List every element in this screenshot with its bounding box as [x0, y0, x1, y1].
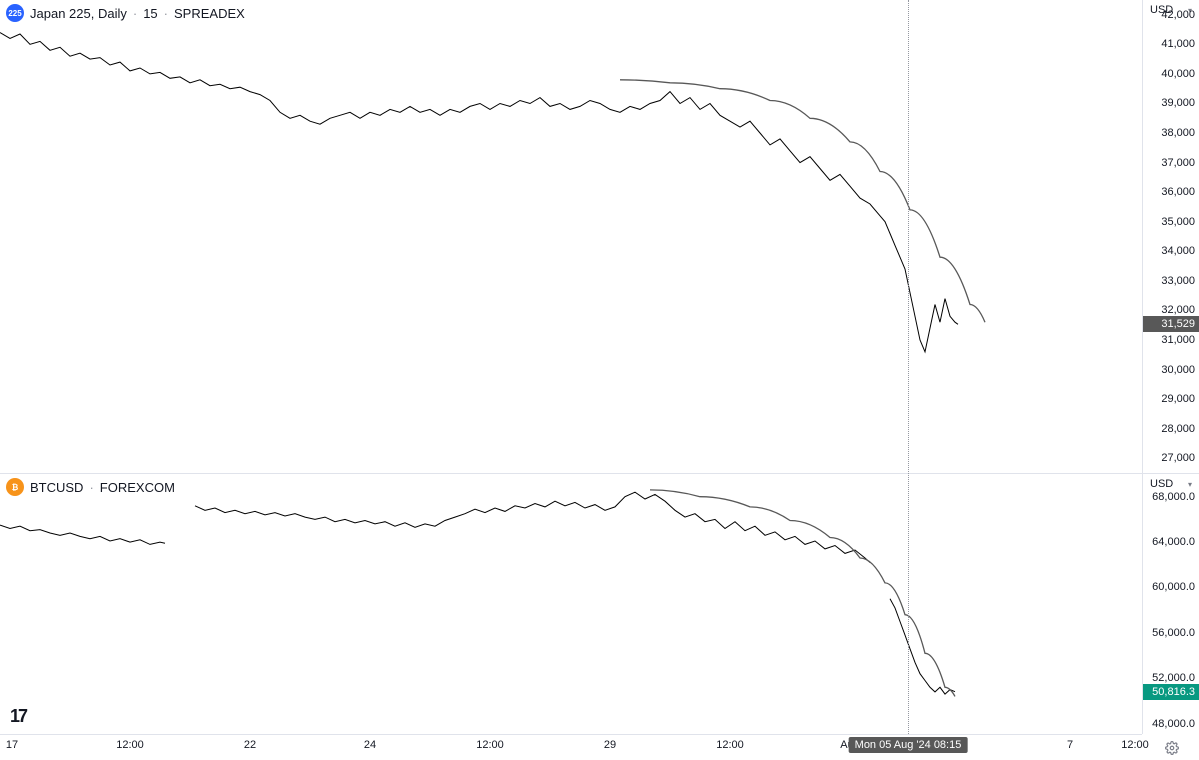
top-chart-panel: 225 Japan 225, Daily · 15 · SPREADEX USD…	[0, 0, 1199, 473]
bottom-provider-label: FOREXCOM	[100, 480, 175, 495]
gear-icon[interactable]	[1165, 741, 1179, 755]
top-symbol-label: Japan 225, Daily	[30, 6, 127, 21]
top-interval-label: 15	[143, 6, 157, 21]
tradingview-logo-icon: 17	[10, 706, 26, 727]
crosshair-vertical	[908, 0, 909, 734]
bottom-price-svg	[0, 474, 1142, 735]
top-legend[interactable]: 225 Japan 225, Daily · 15 · SPREADEX	[6, 4, 245, 22]
bottom-price-badge: 50,816.3	[1143, 684, 1199, 700]
bottom-chart-panel: ₿ BTCUSD · FOREXCOM USD ▾ 68,000.064,000…	[0, 473, 1199, 734]
chevron-down-icon: ▾	[1188, 480, 1192, 489]
time-axis[interactable]: 1712:00222412:002912:00Aug712:00Mon 05 A…	[0, 734, 1142, 759]
btc-badge-icon: ₿	[6, 478, 24, 496]
top-price-svg	[0, 0, 1142, 473]
crosshair-time-badge: Mon 05 Aug '24 08:15	[849, 737, 968, 753]
bottom-currency-selector[interactable]: USD ▾	[1146, 476, 1196, 492]
nikkei-badge-icon: 225	[6, 4, 24, 22]
bottom-legend[interactable]: ₿ BTCUSD · FOREXCOM	[6, 478, 175, 496]
top-y-axis[interactable]: USD ▾ 42,00041,00040,00039,00038,00037,0…	[1142, 0, 1199, 473]
top-price-badge: 31,529	[1143, 316, 1199, 332]
bottom-symbol-label: BTCUSD	[30, 480, 83, 495]
top-provider-label: SPREADEX	[174, 6, 245, 21]
top-plot-area[interactable]: 225 Japan 225, Daily · 15 · SPREADEX	[0, 0, 1142, 473]
bottom-y-axis[interactable]: USD ▾ 68,000.064,000.060,000.056,000.052…	[1142, 474, 1199, 734]
bottom-plot-area[interactable]: ₿ BTCUSD · FOREXCOM	[0, 474, 1142, 734]
